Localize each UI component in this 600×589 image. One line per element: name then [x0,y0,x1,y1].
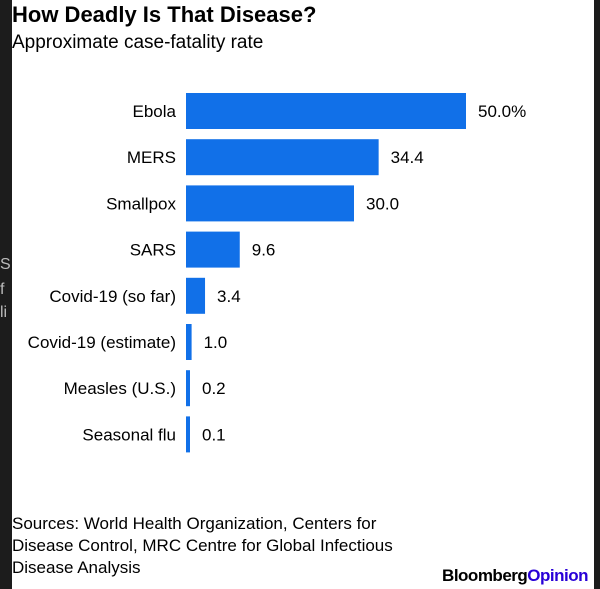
background-text-fragment: li [0,304,8,321]
bar [186,416,190,453]
value-label: 9.6 [252,241,276,260]
background-text-fragment: S [0,256,11,273]
value-label: 34.4 [391,148,424,167]
value-label: 50.0% [478,102,526,121]
bar [186,231,240,268]
brand-logo-part-opinion: Opinion [527,566,588,585]
value-label: 1.0 [204,333,228,352]
value-label: 0.1 [202,425,226,444]
brand-logo: BloombergOpinion [442,566,588,586]
chart-subtitle: Approximate case-fatality rate [12,32,264,53]
category-label: SARS [130,241,176,260]
chart-card: How Deadly Is That Disease? Approximate … [12,0,594,589]
bar [186,139,379,176]
chart-title: How Deadly Is That Disease? [12,2,317,27]
category-label: Covid-19 (estimate) [28,333,176,352]
category-label: Smallpox [106,194,176,213]
value-label: 30.0 [366,194,399,213]
bar-chart: Ebola 50.0% MERS 34.4 Smallpox 30.0 SARS 9.6 Cov… [28,93,526,453]
category-label: Covid-19 (so far) [49,287,176,306]
bar [186,277,206,314]
sources-note: Sources: World Health Organization, Cent… [12,514,393,577]
bar [186,185,354,222]
category-label: Measles (U.S.) [64,379,176,398]
bar [186,324,192,360]
category-label: Seasonal flu [82,425,176,444]
bar [186,93,466,129]
category-label: MERS [127,148,176,167]
bar [186,370,190,407]
brand-logo-part-bloomberg: Bloomberg [442,566,528,585]
value-label: 3.4 [217,287,241,306]
value-label: 0.2 [202,379,226,398]
background-text-fragment: f [0,281,5,298]
category-label: Ebola [133,102,177,121]
